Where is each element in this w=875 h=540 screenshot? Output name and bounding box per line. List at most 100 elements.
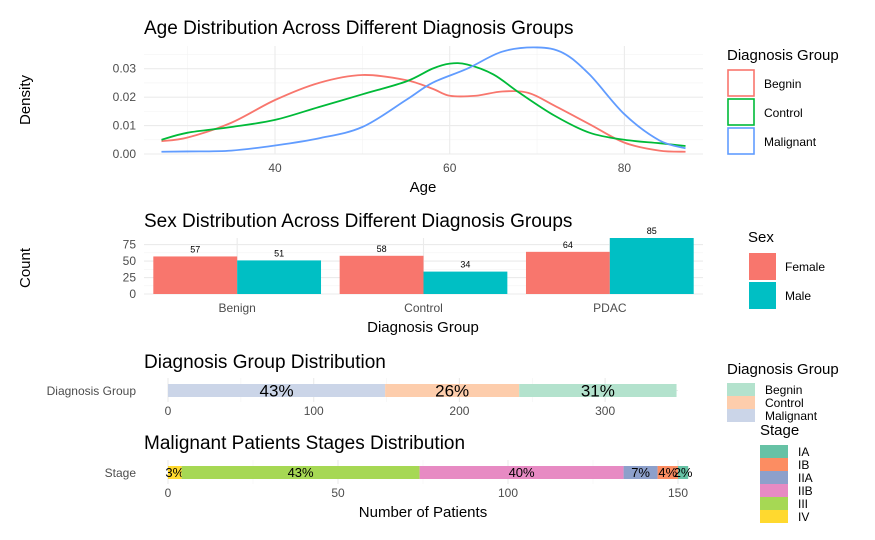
legend-label-iia: IIA [798, 471, 813, 485]
patients-tick-label: 300 [595, 404, 615, 418]
segment-percent-label: 40% [509, 465, 535, 480]
segment-percent-label: 43% [260, 382, 294, 401]
count-tick-label: 25 [123, 271, 137, 285]
segment-percent-label: 2% [674, 465, 693, 480]
bar-value-label: 51 [274, 248, 284, 258]
diagnosis-group-axis-title: Diagnosis Group [367, 319, 479, 336]
patients-tick-label: 0 [165, 404, 172, 418]
legend-key-female [749, 253, 776, 280]
bar-male-benign [237, 260, 322, 294]
legend-key-ia [760, 445, 788, 458]
count-tick-label: 50 [123, 254, 137, 268]
legend-key-control [727, 98, 755, 126]
patients-tick-label: 200 [449, 404, 469, 418]
legend-key-begnin [727, 383, 755, 396]
legend-key-iv [760, 510, 788, 523]
count-tick-label: 75 [123, 238, 137, 252]
legend-label-ib: IB [798, 458, 809, 472]
stack-segment-malignant [168, 384, 386, 397]
bar-value-label: 64 [563, 240, 573, 250]
bar-female-control [339, 255, 424, 294]
diagnosis-tick-label: Control [404, 301, 443, 315]
segment-percent-label: 7% [631, 465, 650, 480]
bar-value-label: 85 [647, 226, 657, 236]
segment-percent-label: 3% [165, 465, 184, 480]
legend-label-begnin: Begnin [765, 383, 802, 397]
stack-segment-iv [168, 466, 182, 479]
legend-key-iib [760, 484, 788, 497]
legend-label-ia: IA [798, 445, 809, 459]
age-tick-label: 60 [443, 161, 457, 175]
bar-male-pdac [609, 238, 694, 294]
stack-segment-iii [181, 466, 420, 479]
diagnosis-tick-label: Benign [218, 301, 255, 315]
legend-label-iv: IV [798, 510, 809, 524]
legend-label-iib: IIB [798, 484, 813, 498]
sex-legend: Sex Female Male [748, 229, 825, 309]
stack-segment-begnin [519, 384, 677, 397]
diagnosis-legend-title: Diagnosis Group [727, 47, 839, 64]
stage-distribution-title: Malignant Patients Stages Distribution [144, 433, 465, 454]
legend-key-begnin [727, 69, 755, 97]
diagnosis-stack-legend-title: Diagnosis Group [727, 361, 839, 378]
bar-value-label: 58 [377, 244, 387, 254]
patients-axis-title: Number of Patients [359, 504, 487, 521]
legend-key-control [727, 396, 755, 409]
legend-label-begnin: Begnin [764, 77, 801, 91]
sex-legend-title: Sex [748, 229, 774, 246]
density-line-control [161, 62, 686, 147]
legend-key-ib [760, 458, 788, 471]
bar-value-label: 57 [190, 244, 200, 254]
density-tick-label: 0.00 [113, 147, 137, 161]
stack-segment-iia [623, 466, 658, 479]
bar-male-control [423, 271, 508, 294]
sex-bar-title: Sex Distribution Across Different Diagno… [144, 211, 572, 232]
legend-label-iii: III [798, 497, 808, 511]
diagnosis-legend: Diagnosis Group Begnin Control Malignant [727, 47, 839, 155]
legend-key-malignant [727, 127, 755, 155]
legend-key-iia [760, 471, 788, 484]
density-axis-title: Density [17, 74, 34, 125]
stack-segment-control [385, 384, 520, 397]
patients-tick-label: 50 [331, 486, 345, 500]
patients-tick-label: 100 [304, 404, 324, 418]
diagnosis-group-category-label: Diagnosis Group [47, 384, 137, 398]
stack-segment-iib [419, 466, 624, 479]
legend-key-malignant [727, 409, 755, 422]
diagnosis-distribution-title: Diagnosis Group Distribution [144, 352, 386, 373]
stack-segment-ib [657, 466, 678, 479]
age-density-panel: Age Distribution Across Different Diagno… [17, 18, 839, 196]
legend-label-control: Control [765, 396, 804, 410]
patients-tick-label: 0 [165, 486, 172, 500]
legend-label-malignant: Malignant [765, 409, 818, 423]
bar-value-label: 34 [460, 260, 470, 270]
count-tick-label: 0 [129, 287, 136, 301]
segment-percent-label: 31% [581, 382, 615, 401]
segment-percent-label: 26% [435, 382, 469, 401]
age-tick-label: 40 [268, 161, 282, 175]
age-density-title: Age Distribution Across Different Diagno… [144, 18, 573, 39]
stage-legend-title: Stage [760, 422, 799, 439]
patients-tick-label: 150 [668, 486, 688, 500]
count-axis-title: Count [17, 247, 34, 288]
density-tick-label: 0.01 [113, 119, 137, 133]
legend-label-male: Male [785, 289, 811, 303]
density-line-begnin [161, 74, 686, 153]
age-axis-title: Age [410, 179, 437, 196]
legend-label-malignant: Malignant [764, 135, 817, 149]
legend-key-male [749, 282, 776, 309]
patients-tick-label: 100 [498, 486, 518, 500]
stage-distribution-panel: Malignant Patients Stages Distribution 3… [105, 422, 813, 524]
bar-female-pdac [525, 251, 610, 294]
diagnosis-distribution-panel: Diagnosis Group Distribution 43% 26% 31% D… [47, 352, 839, 423]
density-tick-label: 0.02 [113, 90, 137, 104]
legend-label-female: Female [785, 260, 825, 274]
stage-category-label: Stage [105, 466, 137, 480]
bar-female-benign [153, 256, 238, 294]
age-tick-label: 80 [618, 161, 632, 175]
legend-label-control: Control [764, 106, 803, 120]
sex-bar-panel: Sex Distribution Across Different Diagno… [17, 211, 825, 336]
